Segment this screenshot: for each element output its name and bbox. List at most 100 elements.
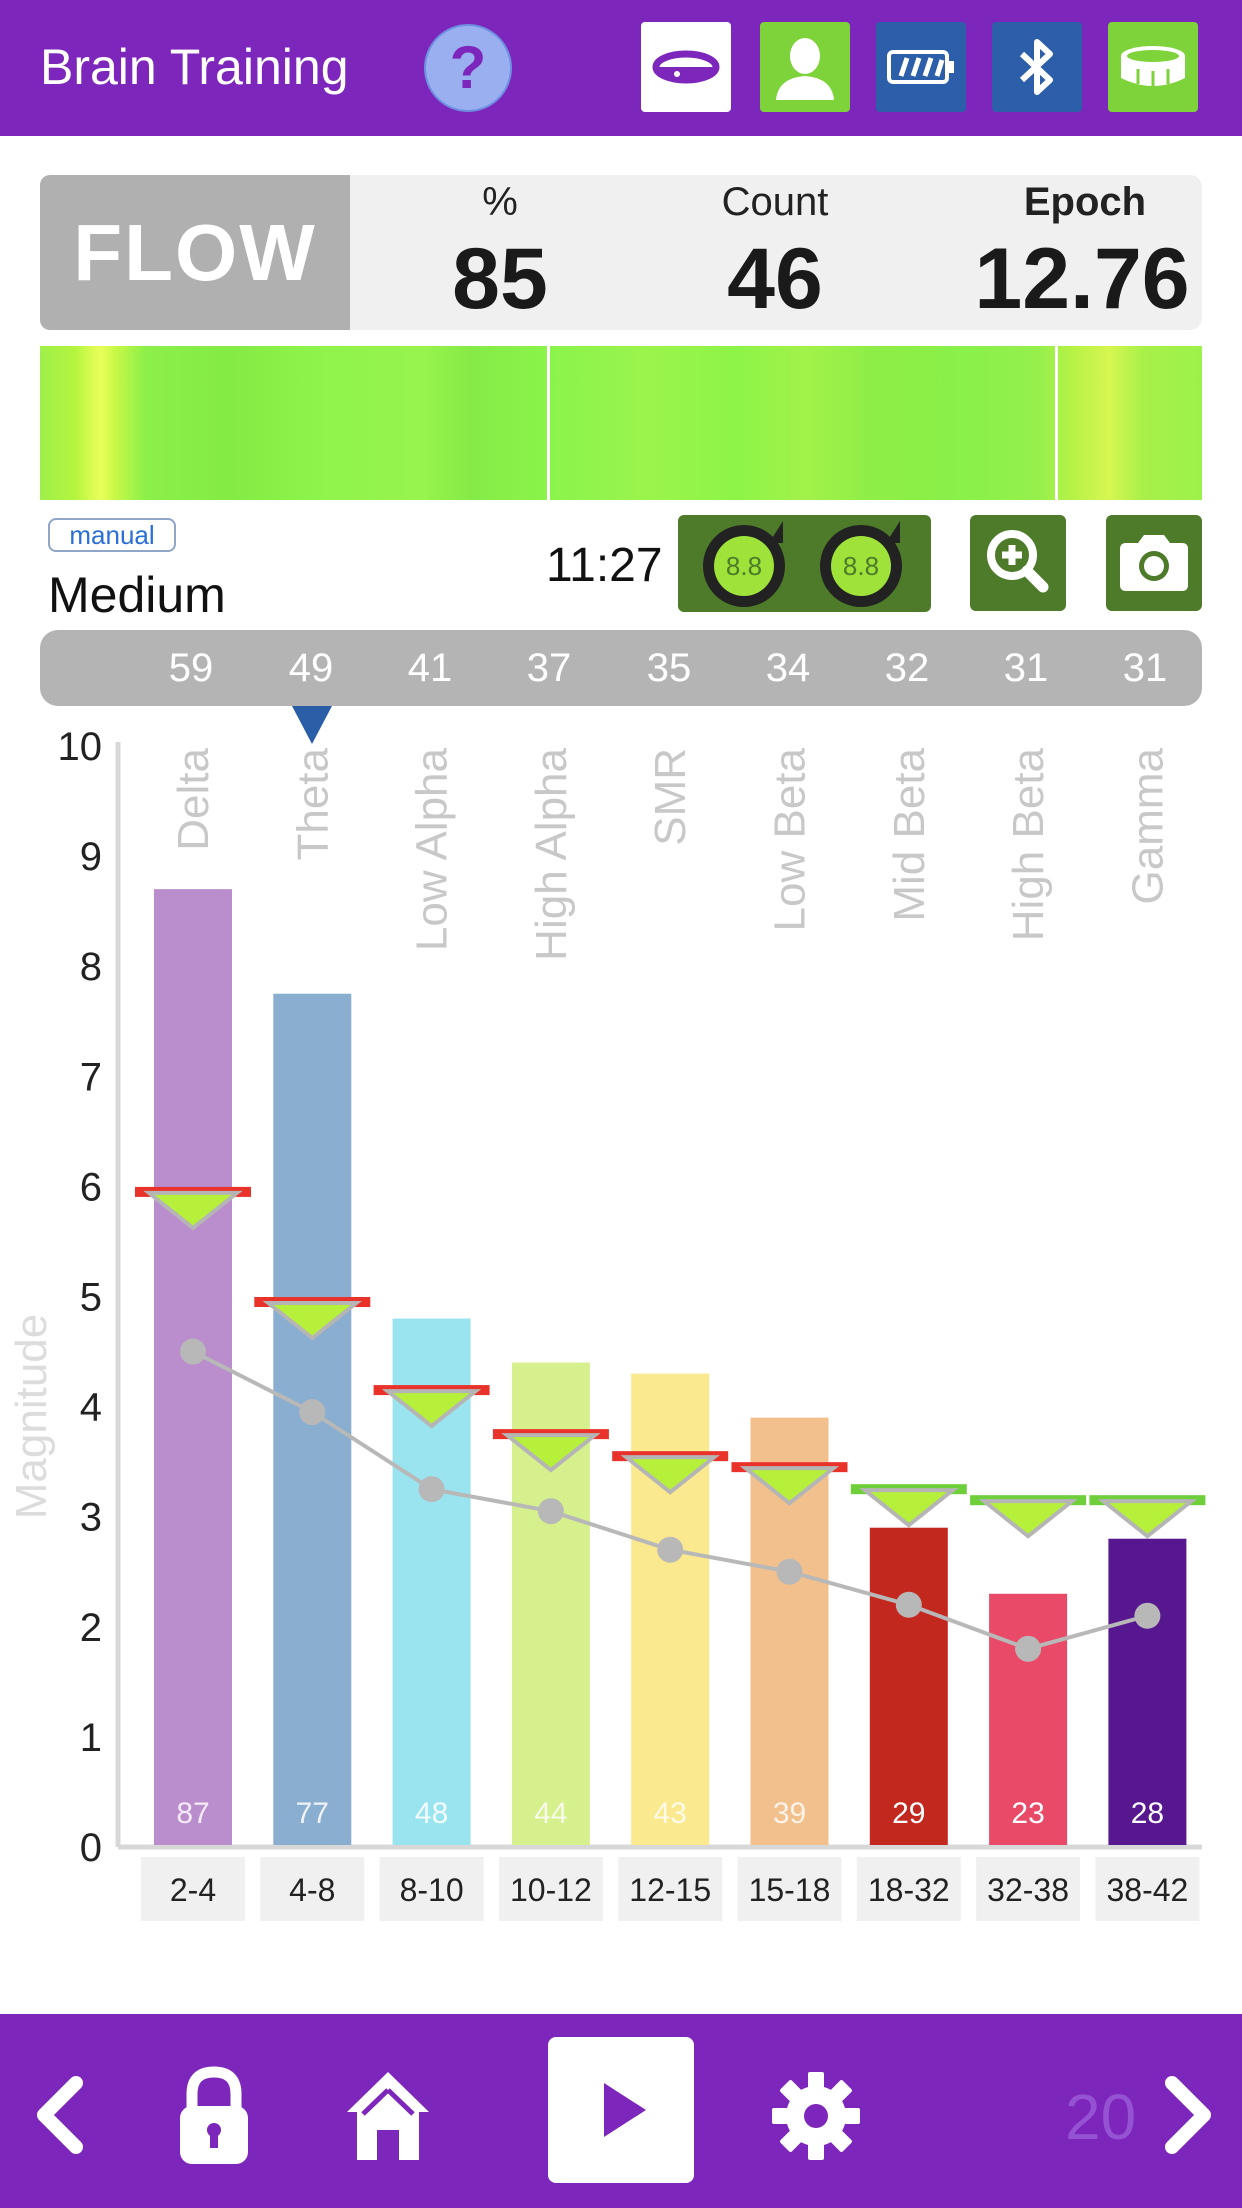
percent-label: % xyxy=(482,180,518,224)
x-tick-label: 12-15 xyxy=(629,1872,711,1908)
x-tick-label: 8-10 xyxy=(400,1872,464,1908)
mode-indicator: FLOW xyxy=(40,175,350,330)
bar-value-label: 48 xyxy=(415,1797,448,1830)
chevron-left-icon xyxy=(37,2076,83,2154)
band-name-label: Low Beta xyxy=(766,747,815,931)
user-profile-icon[interactable] xyxy=(760,22,850,112)
bar-smr xyxy=(631,1373,710,1845)
x-category-box xyxy=(1095,1857,1200,1921)
threshold-marker xyxy=(978,1499,1078,1539)
chart-axes xyxy=(115,742,1202,1921)
gear-icon xyxy=(772,2072,860,2160)
y-tick-label: 6 xyxy=(80,1165,102,1209)
count-value: 46 xyxy=(727,231,823,327)
bar-value-label: 77 xyxy=(296,1797,329,1830)
y-tick-label: 3 xyxy=(80,1496,102,1540)
x-tick-label: 4-8 xyxy=(289,1872,335,1908)
band-chart: 012345678910Magnitude87Delta2-477Theta4-… xyxy=(7,725,1206,1921)
band-percent-value: 31 xyxy=(1003,646,1049,690)
average-point xyxy=(895,1591,922,1618)
band-percent-value: 37 xyxy=(526,646,572,690)
y-tick-label: 4 xyxy=(80,1386,102,1430)
percent-value: 85 xyxy=(452,231,548,327)
bar-high-beta xyxy=(989,1593,1068,1845)
threshold-marker xyxy=(143,1190,243,1231)
y-tick-label: 1 xyxy=(80,1716,102,1760)
knob-left[interactable]: 8.8 xyxy=(703,521,785,607)
y-axis-title: Magnitude xyxy=(7,1314,56,1519)
threshold-marker xyxy=(501,1433,601,1473)
x-category-box xyxy=(737,1857,842,1921)
average-point xyxy=(299,1399,326,1426)
play-icon xyxy=(604,2083,646,2137)
epoch-label: Epoch xyxy=(1023,180,1147,224)
stats-panel xyxy=(350,175,1202,330)
bar-value-label: 43 xyxy=(654,1797,687,1830)
bluetooth-icon[interactable] xyxy=(992,22,1082,112)
selected-band-marker xyxy=(292,706,332,744)
help-button[interactable]: ? xyxy=(424,24,512,112)
battery-icon[interactable] xyxy=(876,22,966,112)
x-category-box xyxy=(498,1857,603,1921)
band-percent-value: 34 xyxy=(765,646,811,690)
knob-right[interactable]: 8.8 xyxy=(820,521,902,607)
bar-value-label: 29 xyxy=(892,1797,925,1830)
spectrogram-separator xyxy=(1055,346,1058,500)
band-percent-value: 41 xyxy=(407,646,453,690)
average-line xyxy=(180,1338,1161,1662)
manual-mode-badge[interactable]: manual xyxy=(48,518,176,552)
zoom-in-icon xyxy=(987,530,1049,593)
back-button[interactable] xyxy=(30,2075,90,2155)
average-point xyxy=(180,1338,206,1365)
band-percent-value: 35 xyxy=(646,646,692,690)
threshold-marker xyxy=(1097,1499,1198,1539)
bar-value-label: 87 xyxy=(176,1797,209,1830)
knob-left-value: 8.8 xyxy=(714,536,774,596)
settings-button[interactable] xyxy=(770,2070,862,2162)
threshold-marker xyxy=(739,1466,840,1506)
band-name-label: High Beta xyxy=(1004,747,1053,941)
spectrogram-strip xyxy=(40,346,1202,500)
play-button[interactable] xyxy=(548,2037,694,2183)
chevron-right-icon xyxy=(1165,2076,1211,2154)
band-name-label: High Alpha xyxy=(527,747,576,960)
page-number: 20 xyxy=(1065,2081,1137,2153)
threshold-marker xyxy=(381,1389,482,1429)
threshold-knobs: 8.8 8.8 xyxy=(678,515,931,612)
headband-icon[interactable] xyxy=(641,22,731,112)
threshold-marker xyxy=(620,1455,720,1495)
threshold-markers xyxy=(135,1186,1206,1539)
x-category-box xyxy=(618,1857,723,1921)
x-tick-label: 2-4 xyxy=(170,1872,216,1908)
camera-button[interactable] xyxy=(1106,515,1202,611)
home-icon xyxy=(347,2072,429,2160)
lock-icon xyxy=(180,2066,248,2164)
threshold-marker xyxy=(859,1488,959,1528)
band-percent-value: 32 xyxy=(884,646,930,690)
bar-value-label: 39 xyxy=(773,1797,806,1830)
zoom-in-button[interactable] xyxy=(970,515,1066,611)
band-name-label: SMR xyxy=(646,748,695,846)
band-percent-bar xyxy=(40,630,1202,706)
session-timer: 11:27 xyxy=(546,539,663,592)
y-tick-label: 8 xyxy=(80,945,102,989)
band-name-label: Gamma xyxy=(1123,747,1172,904)
x-category-box xyxy=(379,1857,484,1921)
bar-delta xyxy=(154,889,232,1845)
y-tick-label: 5 xyxy=(80,1276,102,1320)
app-header: Brain Training ? xyxy=(0,0,1242,136)
home-button[interactable] xyxy=(343,2066,433,2166)
y-tick-label: 0 xyxy=(80,1826,102,1870)
average-point xyxy=(1015,1635,1042,1662)
bar-value-label: 28 xyxy=(1131,1797,1164,1830)
x-tick-label: 18-32 xyxy=(868,1872,950,1908)
y-tick-label: 9 xyxy=(80,835,102,879)
x-tick-label: 38-42 xyxy=(1106,1872,1188,1908)
average-point xyxy=(657,1536,684,1563)
device-icon[interactable] xyxy=(1108,22,1198,112)
lock-button[interactable] xyxy=(172,2060,256,2170)
forward-button[interactable] xyxy=(1158,2075,1218,2155)
y-tick-label: 2 xyxy=(80,1606,102,1650)
bar-mid-beta xyxy=(869,1527,948,1845)
average-point xyxy=(418,1476,445,1503)
